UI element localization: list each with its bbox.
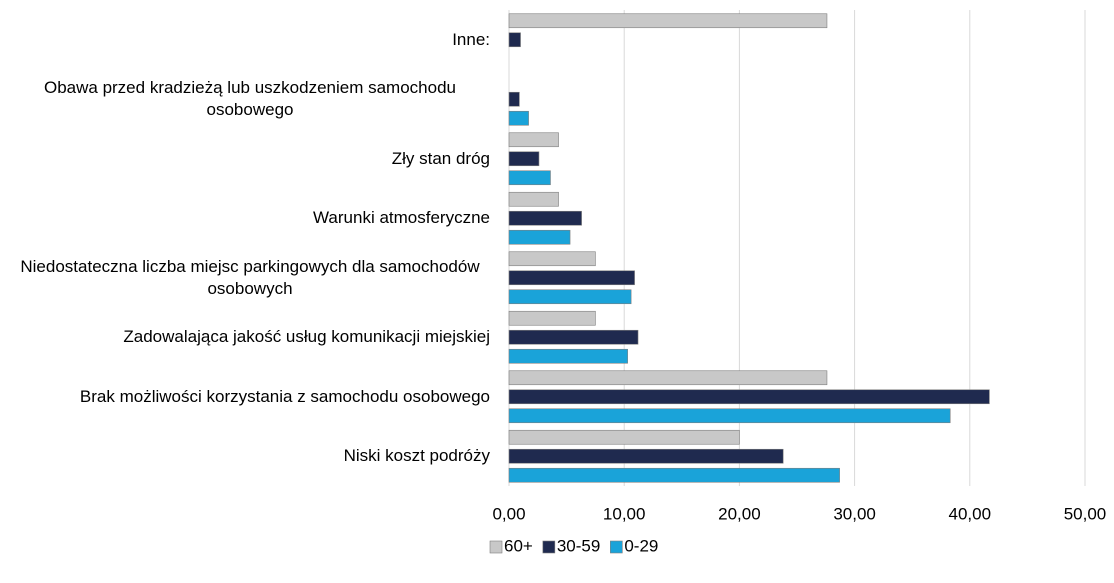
bar <box>508 32 521 48</box>
legend-swatch <box>489 540 503 554</box>
category-label: Niedostateczna liczba miejsc parkingowyc… <box>20 256 480 298</box>
legend-swatch <box>610 540 623 554</box>
legend-label: 60+ <box>504 536 533 555</box>
bar <box>508 110 529 126</box>
x-tick-label: 40,00 <box>949 504 992 523</box>
bar <box>508 270 635 286</box>
bar <box>508 329 639 345</box>
category-label: Zły stan dróg <box>391 148 490 168</box>
bar <box>508 229 571 245</box>
bar <box>508 467 840 483</box>
x-tick-label: 50,00 <box>1064 504 1107 523</box>
legend-swatch <box>542 540 556 554</box>
bar <box>508 91 520 107</box>
bar <box>508 151 540 167</box>
bar <box>508 132 559 148</box>
bar <box>508 251 596 267</box>
bar <box>508 389 990 405</box>
bar <box>508 170 551 186</box>
bar <box>508 429 740 445</box>
category-label: Zadowalająca jakość usług komunikacji mi… <box>123 327 490 347</box>
category-label: Brak możliwości korzystania z samochodu … <box>79 386 490 406</box>
x-tick-label: 0,00 <box>492 504 525 523</box>
bar <box>508 408 951 424</box>
x-tick-label: 20,00 <box>718 504 761 523</box>
x-tick-label: 10,00 <box>603 504 646 523</box>
category-label: Obawa przed kradzieżą lub uszkodzeniem s… <box>43 78 456 120</box>
bar <box>508 191 559 207</box>
legend-label: 0-29 <box>624 536 658 555</box>
category-label: Inne: <box>452 29 490 49</box>
legend-label: 30-59 <box>557 536 600 555</box>
x-tick-label: 30,00 <box>833 504 876 523</box>
bar <box>508 448 784 464</box>
bar <box>508 310 596 326</box>
bar <box>508 210 582 226</box>
category-label: Warunki atmosferyczne <box>313 208 490 228</box>
bar <box>508 289 632 305</box>
bar <box>508 348 628 364</box>
bar <box>508 370 828 386</box>
bar <box>508 13 828 29</box>
category-label: Niski koszt podróży <box>343 446 490 466</box>
